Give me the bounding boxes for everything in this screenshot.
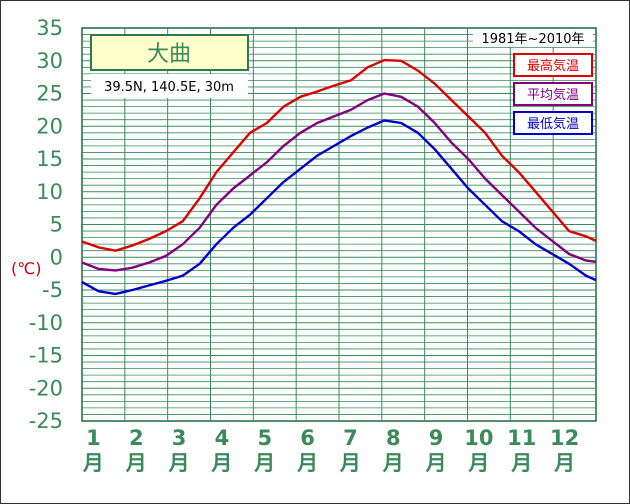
month-number: 8 — [386, 426, 401, 450]
legend-box-2 — [513, 82, 593, 106]
month-kanji: 月 — [553, 451, 575, 475]
month-kanji: 月 — [168, 451, 190, 475]
month-kanji: 月 — [296, 451, 318, 475]
month-kanji: 月 — [210, 451, 232, 475]
month-number: 6 — [300, 426, 315, 450]
station-box — [90, 34, 249, 71]
month-kanji: 月 — [253, 451, 275, 475]
month-number: 11 — [507, 426, 536, 450]
legend-box-1 — [513, 53, 593, 77]
y-tick-label: -20 — [29, 376, 63, 400]
legend-label-3: 最低気温 — [527, 116, 579, 132]
station-name: 大曲 — [147, 42, 191, 67]
month-kanji: 月 — [425, 451, 447, 475]
month-number: 3 — [172, 426, 187, 450]
y-tick-label: 0 — [50, 245, 63, 269]
y-tick-label: -25 — [29, 409, 63, 433]
month-number: 5 — [257, 426, 272, 450]
legend-label-1: 最高気温 — [527, 58, 579, 74]
month-kanji: 月 — [82, 451, 104, 475]
legend-label-2: 平均気温 — [527, 87, 579, 103]
gridlines — [82, 28, 596, 421]
y-tick-label: 5 — [50, 213, 63, 237]
y-tick-label: 10 — [36, 180, 63, 204]
month-number: 10 — [464, 426, 493, 450]
y-tick-label: 25 — [36, 82, 63, 106]
month-kanji: 月 — [339, 451, 361, 475]
month-number: 7 — [343, 426, 358, 450]
month-kanji: 月 — [510, 451, 532, 475]
station-coords: 39.5N, 140.5E, 30m — [104, 80, 234, 95]
y-tick-labels: 35 30 25 20 15 10 5 0 -5 -10 -15 -20 -25 — [29, 16, 63, 433]
month-kanji: 月 — [382, 451, 404, 475]
month-number: 12 — [550, 426, 579, 450]
series-line-1 — [81, 58, 597, 252]
month-kanji: 月 — [467, 451, 489, 475]
series-lines — [81, 58, 597, 296]
coords-box — [91, 74, 248, 98]
month-number: 4 — [215, 426, 230, 450]
y-tick-label: 15 — [36, 147, 63, 171]
y-tick-label: -10 — [29, 311, 63, 335]
y-tick-label: 35 — [36, 16, 63, 40]
unit-label: (℃) — [11, 259, 41, 278]
month-number: 9 — [429, 426, 444, 450]
month-number: 2 — [129, 426, 144, 450]
y-tick-label: 30 — [36, 49, 63, 73]
series-line-2 — [81, 92, 597, 272]
series-line-3 — [81, 119, 597, 296]
y-tick-label: -15 — [29, 344, 63, 368]
period-label: 1981年~2010年 — [481, 32, 584, 47]
legend-box-3 — [513, 111, 593, 135]
y-tick-label: -5 — [42, 278, 63, 302]
y-tick-label: 20 — [36, 114, 63, 138]
month-kanji: 月 — [125, 451, 147, 475]
period-box — [473, 29, 593, 47]
month-number: 1 — [86, 426, 101, 450]
